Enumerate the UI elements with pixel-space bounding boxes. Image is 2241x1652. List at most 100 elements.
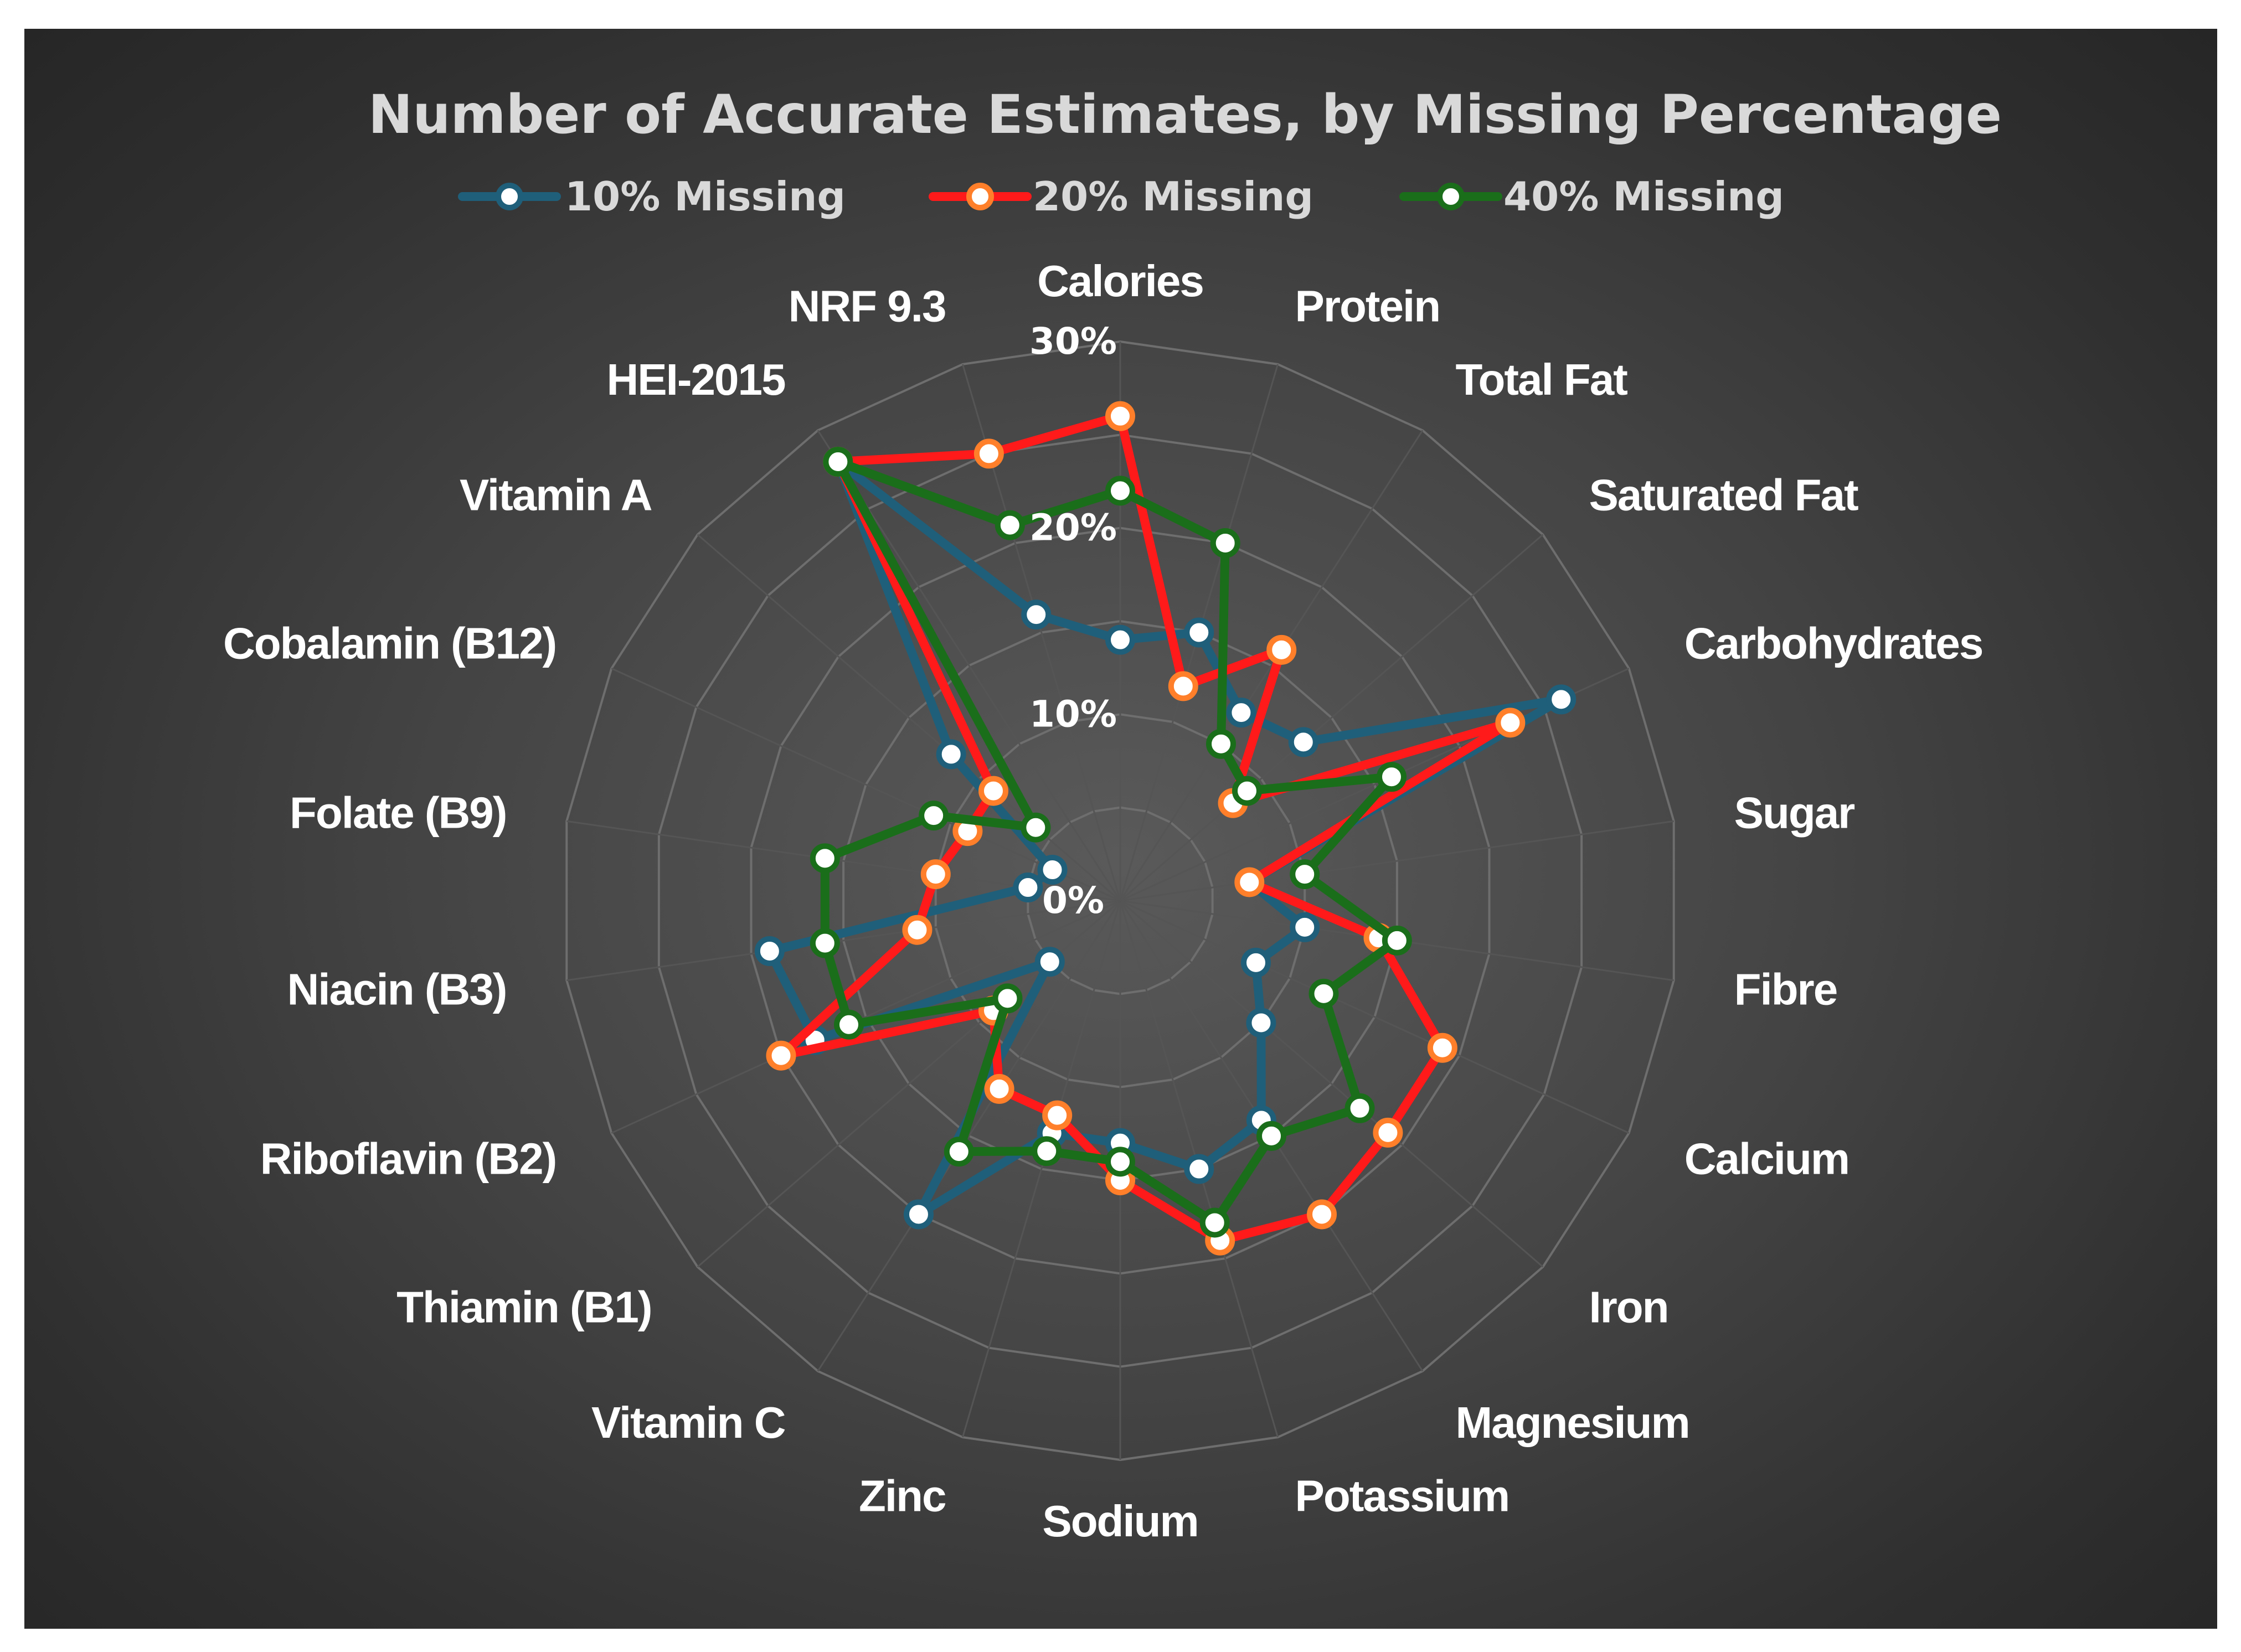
category-label: Iron (1589, 1282, 1668, 1331)
data-point[interactable] (1168, 671, 1198, 701)
data-point[interactable] (1373, 1117, 1403, 1148)
series-3 (810, 446, 1412, 1238)
data-point[interactable] (1226, 698, 1256, 728)
category-label: Total Fat (1456, 355, 1628, 404)
data-point[interactable] (984, 1073, 1014, 1104)
category-label: Carbohydrates (1684, 619, 1983, 668)
legend-label-40: 40% Missing (1503, 173, 1784, 220)
category-label: Vitamin C (591, 1398, 785, 1447)
legend-marker-20 (966, 183, 994, 210)
radar-grid (565, 340, 1675, 1462)
data-point[interactable] (1232, 776, 1262, 806)
data-point[interactable] (1013, 873, 1043, 903)
legend-marker-40 (1437, 183, 1465, 210)
data-point[interactable] (1240, 947, 1271, 978)
radar-tick-labels: 0% 10% 20% 30% (1029, 320, 1117, 922)
grid-spoke (817, 900, 1121, 1372)
data-point[interactable] (1344, 1093, 1375, 1123)
grid-spoke (611, 668, 1121, 902)
legend-label-20: 20% Missing (1033, 173, 1313, 220)
data-point[interactable] (1290, 912, 1320, 942)
grid-spoke (697, 534, 1121, 902)
data-point[interactable] (1034, 947, 1065, 977)
data-point[interactable] (810, 843, 840, 874)
data-point[interactable] (992, 983, 1023, 1014)
category-label: Sodium (1042, 1496, 1198, 1546)
legend-item-10[interactable]: 10% Missing (458, 173, 846, 220)
category-label: HEI-2015 (607, 355, 785, 404)
category-label: Potassium (1295, 1472, 1510, 1521)
category-label: Fibre (1734, 964, 1837, 1014)
category-label: Saturated Fat (1589, 471, 1858, 520)
category-label: Protein (1295, 281, 1440, 331)
tick-label: 30% (1029, 320, 1117, 363)
data-point[interactable] (1546, 684, 1577, 715)
category-label: Cobalamin (B12) (223, 619, 556, 668)
grid-spoke (1120, 900, 1544, 1268)
data-point[interactable] (1199, 1207, 1230, 1238)
data-point[interactable] (903, 1199, 934, 1230)
grid-spoke (962, 900, 1121, 1438)
grid-spoke (1120, 820, 1674, 902)
grid-spoke (611, 900, 1121, 1134)
data-point[interactable] (1105, 476, 1135, 506)
data-point[interactable] (1184, 1154, 1214, 1184)
data-point[interactable] (1307, 1199, 1337, 1230)
data-point[interactable] (902, 915, 933, 945)
legend: 10% Missing 20% Missing 40% Missing (458, 173, 1784, 220)
data-point[interactable] (1032, 1136, 1062, 1166)
data-point[interactable] (1234, 867, 1265, 897)
data-point[interactable] (1256, 1121, 1287, 1151)
category-label: Sugar (1734, 788, 1855, 838)
data-point[interactable] (1288, 727, 1318, 757)
category-label: Thiamin (B1) (396, 1282, 651, 1331)
data-point[interactable] (1210, 528, 1240, 558)
data-point[interactable] (810, 928, 840, 958)
category-label: NRF 9.3 (789, 281, 946, 331)
data-point[interactable] (1105, 624, 1135, 655)
data-point[interactable] (919, 801, 949, 831)
data-point[interactable] (1308, 978, 1339, 1009)
legend-label-10: 10% Missing (565, 173, 846, 220)
data-point[interactable] (1206, 729, 1237, 759)
grid-spoke (566, 900, 1121, 982)
data-point[interactable] (834, 1009, 864, 1040)
data-point[interactable] (1495, 708, 1526, 738)
data-point[interactable] (936, 739, 966, 770)
data-point[interactable] (973, 438, 1004, 469)
data-point[interactable] (766, 1040, 796, 1071)
legend-item-40[interactable]: 40% Missing (1399, 173, 1784, 220)
data-point[interactable] (1376, 762, 1407, 792)
data-point[interactable] (754, 936, 785, 967)
chart-title: Number of Accurate Estimates, by Missing… (368, 84, 2002, 146)
category-label: Vitamin A (460, 471, 652, 520)
data-point[interactable] (1021, 812, 1051, 843)
data-point[interactable] (995, 510, 1025, 540)
category-label: Calories (1037, 256, 1203, 306)
data-point[interactable] (1021, 600, 1052, 630)
data-point[interactable] (823, 446, 853, 477)
data-point[interactable] (978, 776, 1009, 806)
data-point[interactable] (1266, 634, 1297, 665)
legend-item-20[interactable]: 20% Missing (929, 173, 1313, 220)
data-point[interactable] (1105, 1147, 1135, 1177)
data-point[interactable] (1290, 859, 1320, 890)
grid-spoke (1120, 534, 1544, 902)
radar-series (754, 401, 1577, 1256)
grid-spoke (1119, 430, 1424, 901)
data-point[interactable] (1427, 1032, 1457, 1063)
data-point[interactable] (1037, 855, 1068, 885)
category-label: Niacin (B3) (287, 964, 507, 1014)
data-point[interactable] (944, 1137, 974, 1167)
data-point[interactable] (920, 859, 951, 890)
category-label: Zinc (859, 1472, 946, 1521)
category-label: Calcium (1684, 1134, 1849, 1183)
tick-label: 0% (1042, 879, 1104, 922)
data-point[interactable] (1382, 925, 1412, 956)
data-point[interactable] (1042, 1100, 1073, 1130)
legend-marker-10 (496, 183, 523, 210)
data-point[interactable] (1246, 1008, 1276, 1038)
data-point[interactable] (1184, 617, 1214, 648)
data-point[interactable] (1105, 401, 1135, 431)
